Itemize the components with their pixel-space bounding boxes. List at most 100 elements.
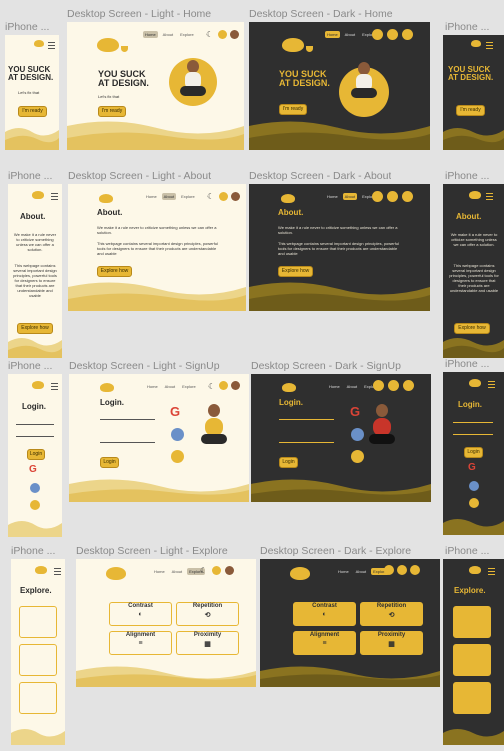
nav-home[interactable]: Home (146, 194, 157, 199)
nav-home[interactable]: Home (143, 31, 158, 38)
card-alignment[interactable]: Alignment ≡ (293, 631, 356, 655)
nav-explore[interactable]: Explore (187, 568, 205, 575)
settings-icon[interactable] (212, 566, 221, 575)
iphone-signup-light[interactable]: Login. Login G (8, 374, 62, 537)
username-field[interactable] (279, 419, 334, 420)
nav-explore[interactable]: Explore (362, 32, 376, 37)
nav-home[interactable]: Home (327, 194, 338, 199)
nav-home[interactable]: Home (338, 569, 349, 574)
desktop-home-light[interactable]: Home About Explore ☾ YOU SUCK AT DESIGN. … (67, 22, 244, 150)
avatar-icon[interactable] (230, 30, 239, 39)
explore-how-button[interactable]: Explore how (17, 323, 53, 334)
desktop-about-dark[interactable]: Home About Explore About. We make it a r… (249, 184, 430, 311)
card-proximity[interactable]: Proximity ▦ (360, 631, 423, 655)
menu-icon[interactable] (486, 42, 493, 49)
password-field[interactable] (453, 434, 493, 435)
card-contrast[interactable]: Contrast ◐ (109, 602, 172, 626)
iphone-signup-dark[interactable]: Login. Login G (443, 372, 504, 535)
menu-icon[interactable] (54, 568, 61, 575)
login-button[interactable]: Login (27, 449, 45, 460)
nav-about[interactable]: About (162, 32, 174, 37)
explore-card[interactable] (19, 606, 57, 638)
globe-icon[interactable] (351, 428, 364, 441)
settings-icon[interactable] (397, 565, 407, 575)
login-button[interactable]: Login (279, 457, 298, 468)
apple-icon[interactable] (30, 500, 40, 510)
iphone-about-dark[interactable]: About. We make it a rule never to critic… (443, 184, 504, 358)
card-repetition[interactable]: Repetition ⟲ (176, 602, 239, 626)
avatar-icon[interactable] (225, 566, 234, 575)
nav-about[interactable]: About (342, 193, 358, 200)
menu-icon[interactable] (48, 42, 55, 49)
menu-icon[interactable] (486, 193, 493, 200)
settings-icon[interactable] (387, 191, 398, 202)
desktop-explore-dark[interactable]: Home About Explore Contrast ◐ Repetition ⟲… (260, 559, 440, 687)
menu-icon[interactable] (51, 193, 58, 200)
apple-icon[interactable] (171, 450, 184, 463)
card-alignment[interactable]: Alignment ≡ (109, 631, 172, 655)
nav-explore[interactable]: Explore (182, 384, 196, 389)
apple-icon[interactable] (469, 498, 479, 508)
google-icon[interactable]: G (29, 464, 37, 475)
nav-about[interactable]: About (355, 569, 367, 574)
globe-icon[interactable] (171, 428, 184, 441)
moon-icon[interactable]: ☾ (206, 30, 214, 39)
nav-home[interactable]: Home (154, 569, 165, 574)
nav-explore[interactable]: Explore (181, 194, 195, 199)
avatar-icon[interactable] (402, 191, 413, 202)
password-field[interactable] (16, 436, 54, 437)
settings-icon[interactable] (218, 30, 227, 39)
ready-button[interactable]: I'm ready (456, 105, 485, 116)
sun-icon[interactable] (384, 565, 394, 575)
explore-how-button[interactable]: Explore how (278, 266, 313, 277)
nav-about[interactable]: About (344, 32, 356, 37)
avatar-icon[interactable] (410, 565, 420, 575)
explore-how-button[interactable]: Explore how (454, 323, 490, 334)
menu-icon[interactable] (488, 568, 495, 575)
desktop-about-light[interactable]: Home About Explore ☾ About. We make it a… (68, 184, 246, 311)
iphone-explore-dark[interactable]: Explore. (443, 559, 504, 745)
login-button[interactable]: Login (464, 447, 483, 458)
iphone-about-light[interactable]: About. We make it a rule never to critic… (8, 184, 62, 358)
settings-icon[interactable] (388, 380, 399, 391)
settings-icon[interactable] (219, 192, 228, 201)
card-proximity[interactable]: Proximity ▦ (176, 631, 239, 655)
nav-explore[interactable]: Explore (362, 194, 376, 199)
desktop-explore-light[interactable]: Home About Explore ☾ Contrast ◐ Repetitio… (76, 559, 256, 687)
ready-button[interactable]: I'm ready (279, 104, 307, 115)
sun-icon[interactable] (373, 380, 384, 391)
nav-explore[interactable]: Explore (371, 568, 389, 575)
google-icon[interactable]: G (468, 462, 476, 473)
sun-icon[interactable] (372, 29, 383, 40)
explore-how-button[interactable]: Explore how (97, 266, 132, 277)
username-field[interactable] (453, 422, 493, 423)
moon-icon[interactable]: ☾ (208, 382, 216, 391)
avatar-icon[interactable] (231, 381, 240, 390)
iphone-explore-light[interactable]: Explore. (11, 559, 65, 745)
explore-card[interactable] (453, 644, 491, 676)
menu-icon[interactable] (51, 383, 58, 390)
settings-icon[interactable] (219, 381, 228, 390)
desktop-signup-dark[interactable]: Home About Explore Login. Login G (251, 374, 431, 502)
explore-card[interactable] (19, 682, 57, 714)
google-icon[interactable]: G (170, 404, 181, 419)
password-field[interactable] (279, 442, 334, 443)
avatar-icon[interactable] (231, 192, 240, 201)
nav-home[interactable]: Home (325, 31, 340, 38)
card-contrast[interactable]: Contrast ◐ (293, 602, 356, 626)
iphone-home-dark[interactable]: YOU SUCK AT DESIGN. I'm ready (443, 35, 504, 150)
globe-icon[interactable] (30, 483, 40, 493)
settings-icon[interactable] (387, 29, 398, 40)
card-repetition[interactable]: Repetition ⟲ (360, 602, 423, 626)
ready-button[interactable]: I'm ready (18, 106, 47, 117)
sun-icon[interactable] (372, 191, 383, 202)
explore-card[interactable] (453, 606, 491, 638)
ready-button[interactable]: I'm ready (98, 106, 126, 117)
menu-icon[interactable] (488, 381, 495, 388)
avatar-icon[interactable] (403, 380, 414, 391)
explore-card[interactable] (19, 644, 57, 676)
iphone-home-light[interactable]: YOU SUCK AT DESIGN. Let's fix that I'm re… (5, 35, 59, 150)
nav-about[interactable]: About (164, 384, 176, 389)
password-field[interactable] (100, 442, 155, 443)
login-button[interactable]: Login (100, 457, 119, 468)
